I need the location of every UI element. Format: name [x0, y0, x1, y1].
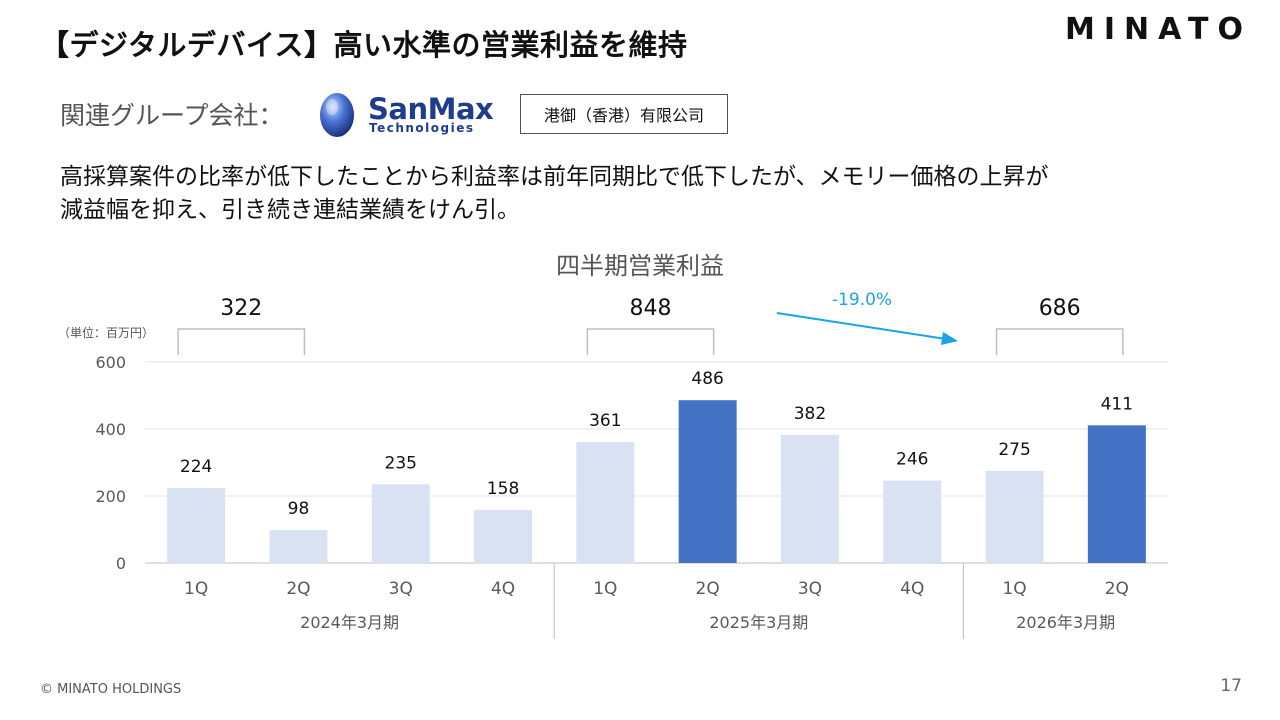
- bar: [371, 484, 430, 563]
- company-name-box: 港御（香港）有限公司: [520, 94, 728, 134]
- data-label: 98: [288, 499, 310, 519]
- x-tick-label: 1Q: [184, 579, 208, 599]
- data-label: 235: [385, 453, 417, 473]
- y-tick-label: 600: [95, 353, 126, 372]
- chart-title: 四半期営業利益: [556, 252, 724, 280]
- page-number: 17: [1220, 676, 1242, 696]
- bar: [474, 510, 533, 563]
- operating-profit-chart: 四半期営業利益 （単位：百万円） 0 200 400 600 224 1Q 98 2Q 235…: [58, 252, 1168, 639]
- description-line-1: 高採算案件の比率が低下したことから利益率は前年同期比で低下したが、メモリー価格の…: [60, 164, 1049, 190]
- change-annotation: -19.0%: [832, 290, 892, 310]
- description-line-2: 減益幅を抑え、引き続き連結業績をけん引。: [60, 197, 520, 223]
- change-arrow: [776, 312, 947, 340]
- bracket-total-label: 322: [220, 296, 262, 321]
- data-label: 275: [998, 440, 1030, 460]
- x-tick-label: 1Q: [593, 579, 617, 599]
- bar: [269, 530, 328, 563]
- x-tick-label: 2Q: [696, 579, 720, 599]
- sanmax-logo-name: SanMax: [368, 92, 494, 126]
- x-tick-label: 2Q: [1105, 579, 1129, 599]
- y-tick-label: 0: [116, 554, 126, 573]
- bar: [780, 435, 839, 563]
- change-arrowhead: [941, 332, 958, 345]
- group-label: 2025年3月期: [709, 613, 808, 632]
- bracket: [177, 328, 306, 355]
- bracket-total-label: 848: [630, 296, 672, 321]
- page-title: 【デジタルデバイス】高い水準の営業利益を維持: [40, 28, 688, 62]
- x-tick-label: 4Q: [491, 579, 515, 599]
- sanmax-logo-subtitle: Technologies: [369, 121, 475, 135]
- bracket-total-label: 686: [1039, 296, 1081, 321]
- bar: [883, 480, 942, 563]
- group-company-label: 関連グループ会社：: [60, 101, 284, 130]
- bar: [985, 470, 1044, 563]
- bar: [576, 442, 635, 563]
- bracket: [586, 328, 715, 355]
- data-label: 224: [180, 457, 212, 477]
- y-tick-label: 400: [95, 420, 126, 439]
- y-tick-label: 200: [95, 487, 126, 506]
- data-label: 382: [794, 404, 826, 424]
- data-label: 361: [589, 411, 621, 431]
- bracket: [995, 328, 1124, 355]
- x-tick-label: 3Q: [798, 579, 822, 599]
- bar: [678, 400, 737, 563]
- x-tick-label: 3Q: [389, 579, 413, 599]
- minato-logo: MINATO: [1065, 12, 1252, 47]
- footer-copyright: © MINATO HOLDINGS: [40, 682, 182, 697]
- data-label: 246: [896, 450, 928, 470]
- bar: [1087, 425, 1146, 563]
- unit-label: （単位：百万円）: [58, 325, 154, 340]
- x-tick-label: 1Q: [1002, 579, 1026, 599]
- sanmax-logo-icon: [320, 93, 354, 137]
- data-label: 486: [691, 369, 723, 389]
- data-label: 158: [487, 479, 519, 499]
- data-label: 411: [1101, 394, 1133, 414]
- group-label: 2026年3月期: [1016, 613, 1115, 632]
- x-tick-label: 2Q: [286, 579, 310, 599]
- bar: [167, 487, 226, 563]
- group-label: 2024年3月期: [300, 613, 399, 632]
- x-tick-label: 4Q: [900, 579, 924, 599]
